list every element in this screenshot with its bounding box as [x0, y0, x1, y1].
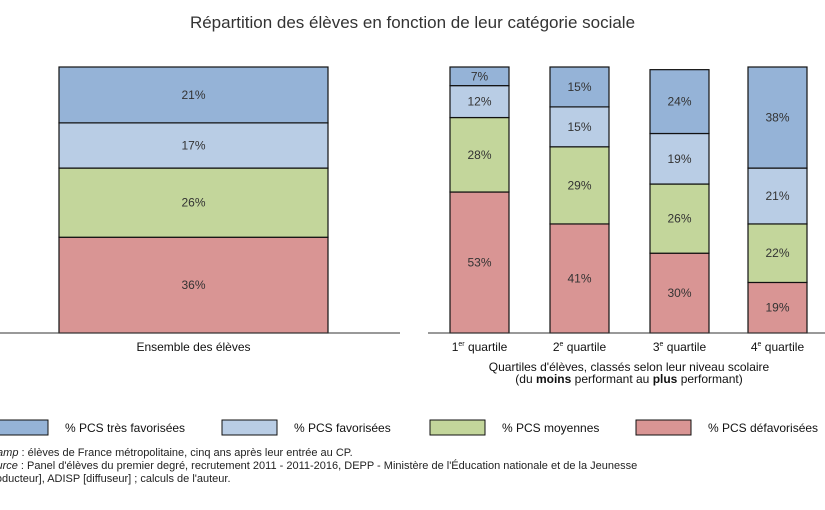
- bar-segment-pcs-defavorisees: [649, 252, 710, 334]
- champ-text: : élèves de France métropolitaine, cinq …: [18, 447, 353, 459]
- bar-segment-pcs-defavorisees: [58, 236, 329, 334]
- legend-swatch-pcs-defavorisees: [635, 419, 692, 436]
- data-label: 12%: [467, 95, 491, 109]
- bar-segment-pcs-moyennes: [449, 116, 510, 193]
- source-note-continued: [producteur], ADISP [diffuseur] ; calcul…: [0, 473, 231, 485]
- bar-segment-pcs-favorisees: [449, 85, 510, 119]
- source-text: : Panel d'élèves du premier degré, recru…: [17, 460, 638, 472]
- x-axis-label: Quartiles d'élèves, classés selon leur n…: [489, 360, 770, 374]
- bar-segment-pcs-favorisees: [649, 132, 710, 185]
- data-label: 29%: [567, 178, 591, 192]
- data-label: 53%: [467, 256, 491, 270]
- champ-note: Champ : élèves de France métropolitaine,…: [0, 447, 825, 460]
- bar-segment-pcs-tres-favorisees: [449, 66, 510, 87]
- bar-segment-pcs-moyennes: [747, 223, 808, 284]
- legend-label: % PCS favorisées: [294, 421, 391, 435]
- data-label: 7%: [471, 69, 489, 83]
- bar-segment-pcs-tres-favorisees: [58, 66, 329, 124]
- data-label: 22%: [765, 246, 789, 260]
- source-label: Source: [0, 460, 18, 472]
- bar-segment-pcs-defavorisees: [449, 191, 510, 334]
- data-label: 15%: [567, 80, 591, 94]
- champ-label: Champ: [0, 447, 19, 459]
- category-label: 4e quartile: [751, 340, 805, 354]
- category-label: Ensemble des élèves: [136, 340, 250, 354]
- chart-title: Répartition des élèves en fonction de le…: [189, 13, 636, 32]
- data-label: 28%: [467, 148, 491, 162]
- data-label: 24%: [667, 95, 691, 109]
- data-label: 38%: [765, 111, 789, 125]
- data-label: 26%: [181, 196, 205, 210]
- bar-segment-pcs-tres-favorisees: [649, 69, 710, 135]
- data-label: 30%: [667, 286, 691, 300]
- data-label: 21%: [765, 189, 789, 203]
- bar-segment-pcs-favorisees: [58, 122, 329, 169]
- category-label: 1er quartile: [452, 340, 508, 354]
- data-label: 26%: [667, 212, 691, 226]
- legend-swatch-pcs-moyennes: [429, 419, 486, 436]
- category-label: 3e quartile: [653, 340, 707, 354]
- bar-segment-pcs-moyennes: [549, 146, 610, 225]
- chart-canvas: 36% 26% 17% 21% Ensemble des élèves 53% 28% 12%…: [0, 66, 825, 436]
- bar-segment-pcs-favorisees: [549, 106, 610, 148]
- legend-label: % PCS très favorisées: [65, 421, 185, 435]
- bar-segment-pcs-favorisees: [747, 167, 808, 225]
- bar-segment-pcs-tres-favorisees: [747, 66, 808, 169]
- data-label: 41%: [567, 271, 591, 285]
- legend-label: % PCS défavorisées: [708, 421, 818, 435]
- bar-segment-pcs-defavorisees: [549, 223, 610, 334]
- data-label: 19%: [667, 152, 691, 166]
- bar-segment-pcs-moyennes: [649, 183, 710, 254]
- category-label: 2e quartile: [553, 340, 607, 354]
- data-label: 15%: [567, 120, 591, 134]
- bar-segment-pcs-moyennes: [58, 167, 329, 238]
- source-note: Source : Panel d'élèves du premier degré…: [0, 460, 825, 473]
- data-label: 21%: [181, 88, 205, 102]
- data-label: 19%: [765, 301, 789, 315]
- x-axis-label: (du moins performant au plus performant): [515, 372, 742, 386]
- legend-swatch-pcs-tres-favorisees: [0, 419, 49, 436]
- bar-segment-pcs-tres-favorisees: [549, 66, 610, 108]
- legend-label: % PCS moyennes: [502, 421, 599, 435]
- chart-notes: Champ : élèves de France métropolitaine,…: [0, 447, 825, 486]
- legend-swatch-pcs-favorisees: [221, 419, 278, 436]
- data-label: 36%: [181, 278, 205, 292]
- data-label: 17%: [181, 138, 205, 152]
